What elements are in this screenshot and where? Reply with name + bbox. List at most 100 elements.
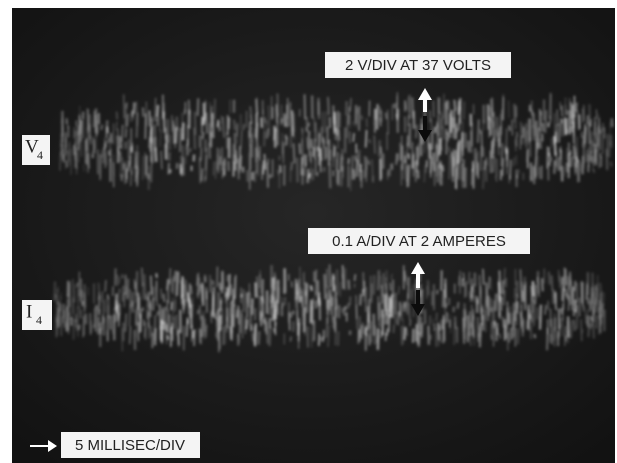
trace-noise: [116, 121, 117, 130]
trace-noise: [515, 104, 516, 129]
trace-noise: [126, 129, 127, 138]
trace-noise: [116, 294, 117, 310]
trace-noise: [316, 270, 317, 295]
trace-noise: [209, 143, 210, 159]
trace-noise: [582, 329, 583, 333]
trace-noise: [572, 125, 573, 132]
trace-noise: [264, 154, 265, 170]
trace-noise: [311, 285, 312, 290]
trace-noise: [389, 314, 390, 332]
trace-noise: [75, 131, 76, 150]
trace-noise: [278, 170, 279, 175]
trace-noise: [488, 104, 489, 129]
trace-noise: [491, 278, 492, 291]
trace-noise: [333, 274, 334, 280]
trace-noise: [98, 317, 99, 335]
trace-noise: [439, 325, 440, 332]
trace-noise: [204, 176, 205, 182]
trace-noise: [440, 161, 441, 183]
trace-noise: [198, 310, 199, 315]
trace-noise: [200, 305, 201, 320]
trace-noise: [267, 128, 268, 138]
trace-noise: [160, 304, 161, 330]
trace-noise: [120, 136, 121, 148]
trace-noise: [191, 285, 192, 294]
trace-noise: [77, 125, 78, 136]
trace-noise: [552, 275, 553, 290]
trace-noise: [267, 120, 268, 127]
trace-noise: [67, 161, 68, 168]
trace-noise: [58, 310, 59, 328]
trace-noise: [406, 328, 407, 336]
trace-noise: [443, 94, 444, 119]
trace-noise: [157, 119, 158, 126]
trace-noise: [416, 125, 417, 139]
trace-noise: [454, 100, 455, 111]
trace-noise: [96, 310, 97, 331]
trace-noise: [314, 118, 315, 132]
trace-noise: [378, 270, 379, 290]
trace-noise: [404, 327, 405, 340]
trace-noise: [366, 157, 367, 182]
trace-noise: [566, 290, 567, 294]
trace-noise: [310, 300, 311, 324]
trace-noise: [183, 297, 184, 308]
trace-noise: [516, 312, 517, 325]
trace-noise: [171, 302, 172, 310]
trace-noise: [522, 124, 523, 133]
trace-noise: [117, 136, 118, 147]
trace-noise: [215, 99, 216, 120]
trace-noise: [311, 139, 312, 148]
trace-noise: [591, 287, 592, 310]
trace-noise: [538, 143, 539, 154]
trace-noise: [550, 93, 551, 118]
trace-noise: [164, 322, 165, 330]
trace-noise: [235, 154, 236, 170]
trace-noise: [459, 118, 460, 131]
trace-noise: [363, 289, 364, 296]
trace-noise: [480, 129, 481, 134]
trace-noise: [186, 144, 187, 149]
trace-noise: [145, 328, 146, 338]
trace-noise: [320, 150, 321, 165]
trace-noise: [276, 104, 277, 123]
trace-noise: [143, 282, 144, 299]
trace-noise: [202, 315, 203, 337]
trace-noise: [153, 287, 154, 301]
trace-noise: [565, 289, 566, 296]
trace-noise: [394, 325, 395, 334]
trace-noise: [573, 122, 574, 128]
trace-noise: [81, 279, 82, 305]
trace-noise: [117, 274, 118, 286]
trace-noise: [167, 324, 168, 333]
trace-noise: [339, 129, 340, 141]
trace-noise: [449, 154, 450, 179]
trace-noise: [501, 143, 502, 166]
trace-noise: [308, 169, 309, 183]
trace-noise: [472, 169, 473, 186]
trace-noise: [143, 107, 144, 116]
trace-noise: [574, 281, 575, 291]
trace-noise: [589, 122, 590, 144]
trace-noise: [576, 103, 577, 112]
trace-noise: [78, 325, 79, 330]
trace-noise: [587, 115, 588, 124]
trace-noise: [290, 337, 291, 342]
trace-noise: [374, 135, 375, 153]
trace-noise: [437, 151, 438, 177]
trace-noise: [145, 113, 146, 139]
trace-noise: [172, 280, 173, 293]
trace-noise: [64, 304, 65, 328]
trace-noise: [388, 110, 389, 135]
trace-noise: [520, 269, 521, 291]
trace-noise: [282, 133, 283, 158]
scale-label: 0.1 A/DIV AT 2 AMPERES: [332, 233, 506, 250]
trace-noise: [275, 276, 276, 302]
trace-noise: [481, 146, 482, 171]
trace-noise: [534, 319, 535, 326]
trace-noise: [567, 162, 568, 172]
trace-noise: [130, 326, 131, 344]
trace-noise: [531, 163, 532, 181]
trace-noise: [109, 151, 110, 156]
trace-noise: [379, 140, 380, 156]
